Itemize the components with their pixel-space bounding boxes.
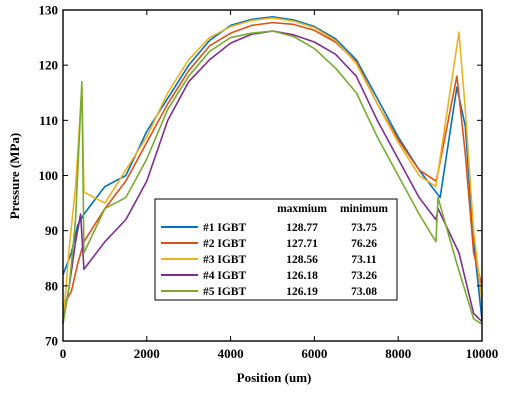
legend-max-4: 126.18	[286, 270, 318, 282]
legend-rows: #1 IGBT 128.77 73.75 #2 IGBT 127.71 76.26 #3 I…	[161, 222, 377, 298]
x-tick-label: 2000	[134, 346, 160, 361]
legend-min-1: 73.75	[351, 222, 377, 234]
x-tick-label: 0	[60, 346, 67, 361]
series-line-3	[62, 17, 483, 324]
x-axis-title: Position (um)	[237, 370, 312, 385]
legend-label-1: #1 IGBT	[203, 222, 246, 234]
x-tick-label: 4000	[218, 346, 244, 361]
legend-label-2: #2 IGBT	[203, 238, 246, 250]
legend: maxmium minimum #1 IGBT 128.77 73.75 #2 IGB…	[154, 198, 398, 301]
legend-label-5: #5 IGBT	[203, 286, 246, 298]
y-tick-label: 70	[45, 334, 58, 349]
y-tick-label: 100	[39, 168, 59, 183]
legend-min-4: 73.26	[351, 270, 377, 282]
legend-header-max: maxmium	[277, 203, 327, 215]
y-tick-label: 80	[45, 278, 58, 293]
legend-label-3: #3 IGBT	[203, 254, 246, 266]
legend-max-2: 127.71	[286, 238, 318, 250]
legend-label-4: #4 IGBT	[203, 270, 246, 282]
legend-min-5: 73.08	[351, 286, 377, 298]
legend-box	[154, 198, 398, 301]
series-line-5	[62, 30, 483, 325]
y-tick-label: 90	[45, 223, 58, 238]
x-tick-label: 8000	[385, 346, 411, 361]
legend-min-2: 76.26	[351, 238, 377, 250]
y-tick-label: 110	[39, 113, 58, 128]
legend-max-5: 126.19	[286, 286, 318, 298]
legend-max-1: 128.77	[286, 222, 318, 234]
series-layer	[62, 15, 483, 325]
legend-max-3: 128.56	[286, 254, 318, 266]
x-tick-label: 10000	[466, 346, 499, 361]
y-axis-title: Pressure (MPa)	[7, 133, 22, 220]
series-line-1	[62, 15, 483, 321]
x-tick-label: 6000	[301, 346, 327, 361]
tick-layer: 0 2000 4000 6000 8000 10000 70 80 90 100 110 120 130	[39, 3, 499, 362]
y-tick-label: 130	[39, 3, 59, 18]
legend-header-min: minimum	[340, 203, 388, 215]
legend-min-3: 73.11	[351, 254, 376, 266]
y-tick-label: 120	[39, 58, 59, 73]
